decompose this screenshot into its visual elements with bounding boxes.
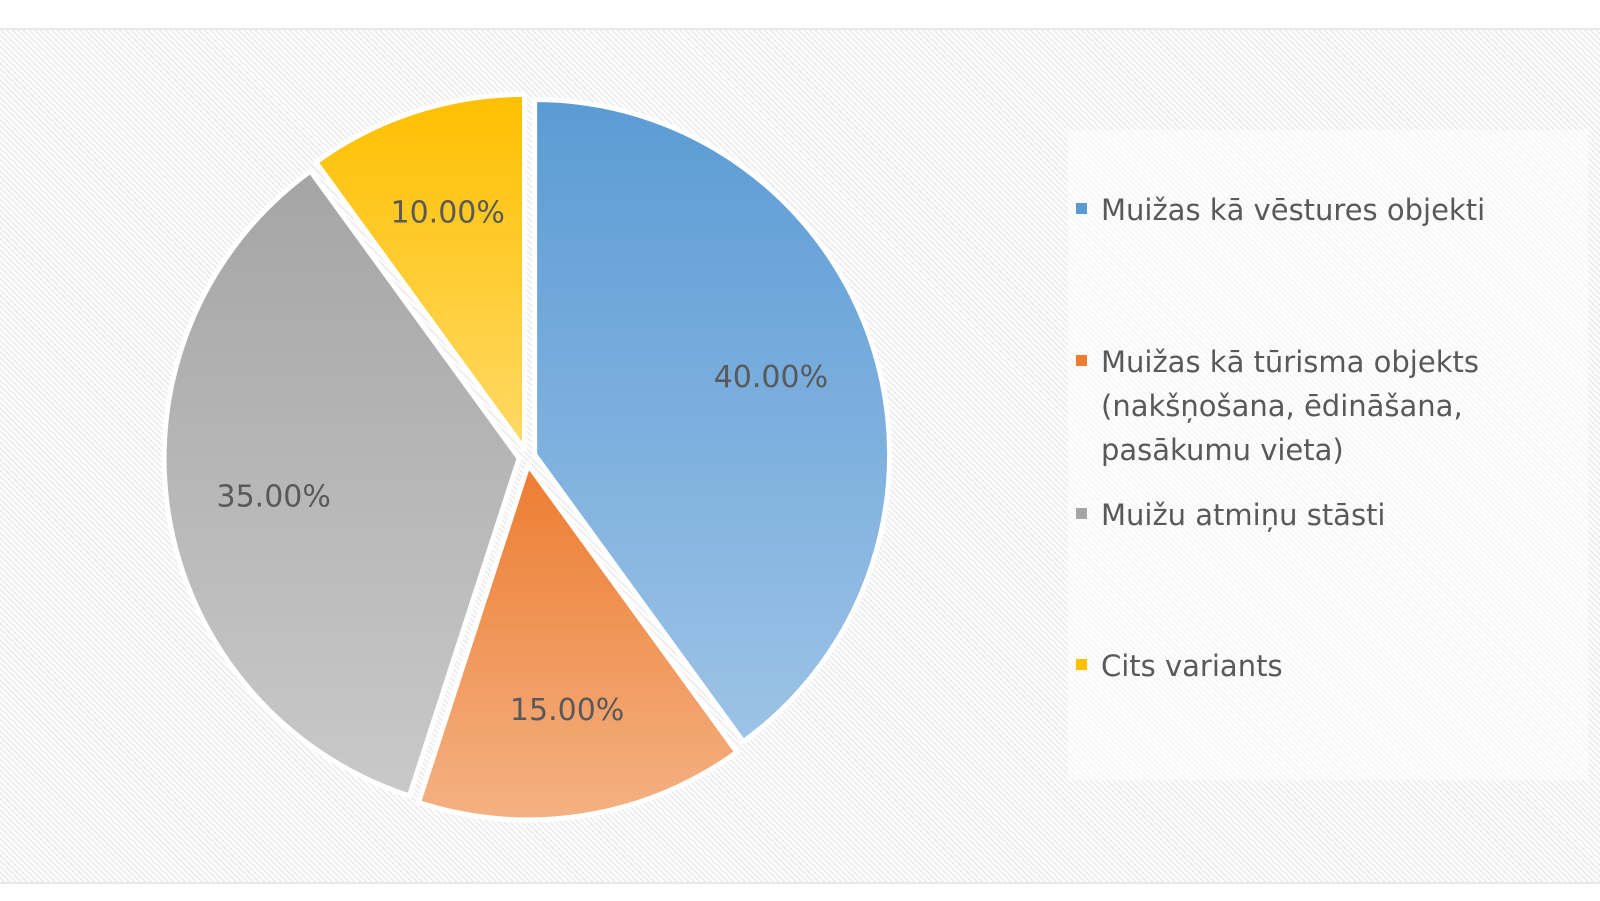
- data-label: 35.00%: [217, 480, 331, 515]
- pie-chart: 40.00% 15.00% 35.00% 10.00%: [161, 91, 893, 823]
- data-label: 40.00%: [714, 360, 828, 395]
- legend-label: Cits variants: [1101, 649, 1283, 683]
- data-label: 10.00%: [391, 196, 505, 231]
- legend-label: Muižas kā tūrisma objekts (nakšņošana, ē…: [1101, 345, 1479, 467]
- pie-slice: [416, 462, 740, 823]
- pie-slice: [161, 168, 522, 799]
- pie-slice: [313, 91, 528, 452]
- legend-item: Muižas kā vēstures objekti: [1068, 188, 1588, 232]
- data-label: 15.00%: [510, 693, 624, 728]
- legend-swatch: [1076, 203, 1087, 214]
- legend-item: Muižas kā tūrisma objekts (nakšņošana, ē…: [1068, 340, 1588, 472]
- legend-item: Cits variants: [1068, 644, 1588, 688]
- legend-swatch: [1076, 508, 1087, 519]
- legend-item: Muižu atmiņu stāsti: [1068, 493, 1588, 537]
- legend-label: Muižas kā vēstures objekti: [1101, 193, 1486, 227]
- legend-label: Muižu atmiņu stāsti: [1101, 498, 1386, 532]
- legend-swatch: [1076, 659, 1087, 670]
- legend: Muižas kā vēstures objekti Muižas kā tūr…: [1068, 130, 1588, 780]
- chart-area: 40.00% 15.00% 35.00% 10.00% Muižas kā vēstu…: [0, 28, 1600, 884]
- pie-slice: [532, 97, 893, 745]
- legend-swatch: [1076, 355, 1087, 366]
